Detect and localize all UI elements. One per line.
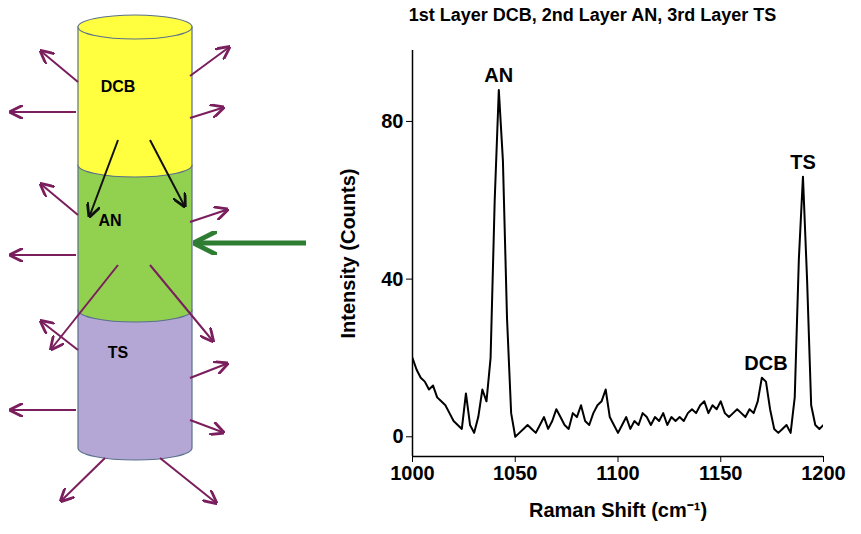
html-text:1st Layer DCB, 2nd Layer AN, 3: 1st Layer DCB, 2nd Layer AN, 3rd Layer T… <box>408 5 777 25</box>
svg-text:1000: 1000 <box>390 462 435 484</box>
svg-text:Intensity (Counts): Intensity (Counts) <box>337 169 359 339</box>
svg-text:AN: AN <box>98 212 121 229</box>
svg-text:TS: TS <box>790 151 816 173</box>
svg-text:1200: 1200 <box>801 462 846 484</box>
svg-text:DCB: DCB <box>744 352 787 374</box>
svg-text:DCB: DCB <box>101 78 136 95</box>
svg-text:1100: 1100 <box>596 462 639 484</box>
svg-text:AN: AN <box>484 64 513 86</box>
svg-text:40: 40 <box>381 268 403 290</box>
svg-text:1150: 1150 <box>699 462 742 484</box>
svg-text:80: 80 <box>381 110 403 132</box>
svg-text:Raman Shift (cm⁻¹): Raman Shift (cm⁻¹) <box>529 499 707 521</box>
svg-text:0: 0 <box>392 425 403 447</box>
svg-text:1050: 1050 <box>493 462 538 484</box>
svg-text:TS: TS <box>108 344 129 361</box>
